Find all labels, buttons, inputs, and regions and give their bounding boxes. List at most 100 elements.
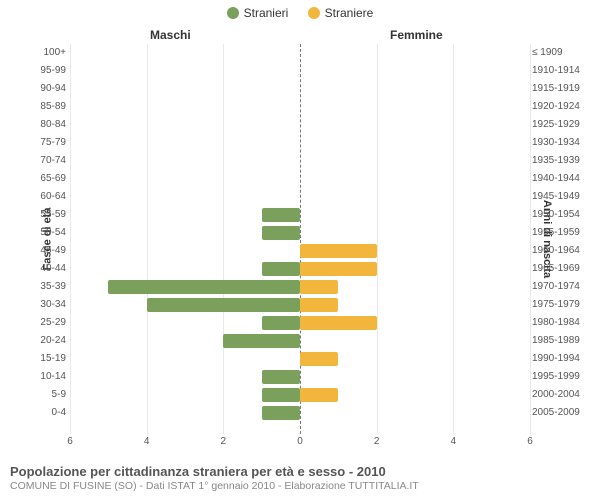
ytick-birth: 1945-1949	[532, 188, 598, 206]
section-label-male: Maschi	[150, 28, 191, 42]
pyramid-row: 20-241985-1989	[70, 332, 530, 350]
legend-label-female: Straniere	[325, 6, 374, 20]
xtick: 4	[144, 436, 150, 447]
ytick-age: 70-74	[6, 152, 66, 170]
legend: Stranieri Straniere	[0, 6, 600, 22]
pyramid-row: 75-791930-1934	[70, 134, 530, 152]
ytick-age: 35-39	[6, 278, 66, 296]
pyramid-row: 100+≤ 1909	[70, 44, 530, 62]
ytick-birth: 1940-1944	[532, 170, 598, 188]
pyramid-row: 30-341975-1979	[70, 296, 530, 314]
ytick-age: 5-9	[6, 386, 66, 404]
ytick-birth: ≤ 1909	[532, 44, 598, 62]
xtick: 2	[374, 436, 380, 447]
pyramid-row: 45-491960-1964	[70, 242, 530, 260]
bar-female	[300, 262, 377, 276]
bar-female	[300, 244, 377, 258]
plot-area: Fasce di età Anni di nascita 100+≤ 19099…	[70, 44, 530, 434]
pyramid-row: 85-891920-1924	[70, 98, 530, 116]
ytick-age: 65-69	[6, 170, 66, 188]
bar-male	[262, 316, 300, 330]
ytick-birth: 1910-1914	[532, 62, 598, 80]
footer-title: Popolazione per cittadinanza straniera p…	[10, 464, 590, 479]
ytick-birth: 1965-1969	[532, 260, 598, 278]
ytick-age: 85-89	[6, 98, 66, 116]
pyramid-row: 25-291980-1984	[70, 314, 530, 332]
bar-male	[262, 226, 300, 240]
ytick-age: 15-19	[6, 350, 66, 368]
ytick-birth: 1970-1974	[532, 278, 598, 296]
ytick-age: 45-49	[6, 242, 66, 260]
ytick-birth: 1955-1959	[532, 224, 598, 242]
pyramid-row: 95-991910-1914	[70, 62, 530, 80]
pyramid-row: 70-741935-1939	[70, 152, 530, 170]
pyramid-row: 40-441965-1969	[70, 260, 530, 278]
ytick-birth: 1935-1939	[532, 152, 598, 170]
bar-female	[300, 280, 338, 294]
ytick-birth: 1980-1984	[532, 314, 598, 332]
population-pyramid-chart: Stranieri Straniere Maschi Femmine Fasce…	[0, 0, 600, 500]
bar-female	[300, 298, 338, 312]
ytick-age: 50-54	[6, 224, 66, 242]
bar-male	[262, 370, 300, 384]
section-label-female: Femmine	[390, 28, 443, 42]
legend-swatch-male	[227, 7, 239, 19]
footer: Popolazione per cittadinanza straniera p…	[10, 464, 590, 492]
bar-male	[262, 208, 300, 222]
pyramid-row: 0-42005-2009	[70, 404, 530, 422]
pyramid-row: 80-841925-1929	[70, 116, 530, 134]
ytick-age: 10-14	[6, 368, 66, 386]
ytick-birth: 2005-2009	[532, 404, 598, 422]
pyramid-row: 55-591950-1954	[70, 206, 530, 224]
ytick-age: 100+	[6, 44, 66, 62]
legend-swatch-female	[308, 7, 320, 19]
pyramid-row: 10-141995-1999	[70, 368, 530, 386]
xtick: 6	[67, 436, 73, 447]
ytick-birth: 1930-1934	[532, 134, 598, 152]
ytick-age: 55-59	[6, 206, 66, 224]
pyramid-row: 35-391970-1974	[70, 278, 530, 296]
ytick-age: 75-79	[6, 134, 66, 152]
ytick-age: 60-64	[6, 188, 66, 206]
bar-male	[108, 280, 300, 294]
ytick-birth: 2000-2004	[532, 386, 598, 404]
ytick-age: 40-44	[6, 260, 66, 278]
ytick-age: 80-84	[6, 116, 66, 134]
xtick: 4	[451, 436, 457, 447]
legend-item-male: Stranieri	[227, 6, 289, 20]
pyramid-row: 5-92000-2004	[70, 386, 530, 404]
ytick-birth: 1960-1964	[532, 242, 598, 260]
legend-label-male: Stranieri	[244, 6, 289, 20]
bar-male	[223, 334, 300, 348]
bar-male	[262, 388, 300, 402]
ytick-birth: 1920-1924	[532, 98, 598, 116]
ytick-age: 90-94	[6, 80, 66, 98]
pyramid-row: 90-941915-1919	[70, 80, 530, 98]
ytick-age: 20-24	[6, 332, 66, 350]
ytick-age: 95-99	[6, 62, 66, 80]
ytick-birth: 1950-1954	[532, 206, 598, 224]
pyramid-row: 50-541955-1959	[70, 224, 530, 242]
footer-subtitle: COMUNE DI FUSINE (SO) - Dati ISTAT 1° ge…	[10, 480, 590, 492]
ytick-birth: 1985-1989	[532, 332, 598, 350]
ytick-age: 30-34	[6, 296, 66, 314]
xtick: 0	[297, 436, 303, 447]
xtick: 2	[221, 436, 227, 447]
bar-male	[262, 262, 300, 276]
ytick-birth: 1915-1919	[532, 80, 598, 98]
pyramid-row: 60-641945-1949	[70, 188, 530, 206]
ytick-birth: 1975-1979	[532, 296, 598, 314]
ytick-age: 25-29	[6, 314, 66, 332]
ytick-age: 0-4	[6, 404, 66, 422]
bar-female	[300, 388, 338, 402]
legend-item-female: Straniere	[308, 6, 374, 20]
bar-female	[300, 316, 377, 330]
bar-male	[147, 298, 300, 312]
xtick: 6	[527, 436, 533, 447]
ytick-birth: 1990-1994	[532, 350, 598, 368]
gridline	[530, 44, 531, 434]
ytick-birth: 1925-1929	[532, 116, 598, 134]
pyramid-row: 15-191990-1994	[70, 350, 530, 368]
bar-female	[300, 352, 338, 366]
bar-male	[262, 406, 300, 420]
